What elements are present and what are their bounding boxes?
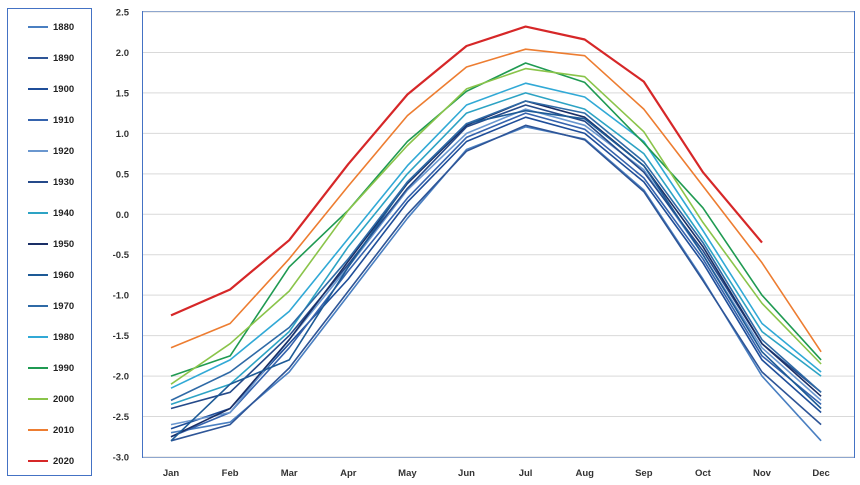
legend-item-2020: 2020 (28, 455, 74, 467)
x-tick-label: Apr (340, 468, 357, 479)
y-tick-label: -0.5 (113, 250, 130, 261)
legend-item-1950: 1950 (28, 238, 74, 250)
legend-label: 1930 (53, 176, 75, 188)
legend-label: 1880 (53, 21, 75, 33)
legend-swatch (28, 181, 48, 183)
y-tick-label: 1.0 (116, 129, 129, 140)
series-line-1900 (170, 116, 822, 430)
series-line-1930 (170, 104, 822, 410)
legend-swatch (28, 57, 48, 59)
y-tick-label: 1.5 (116, 88, 130, 99)
legend-label: 2000 (53, 393, 75, 405)
x-tick-label: Nov (753, 468, 772, 479)
legend-swatch (28, 119, 48, 121)
legend-swatch (28, 305, 48, 307)
legend-swatch (28, 336, 48, 338)
legend-swatch (28, 212, 48, 214)
legend-swatch (28, 274, 48, 276)
y-tick-label: 0.0 (116, 210, 129, 221)
legend-label: 1960 (53, 269, 75, 281)
x-tick-label: Jan (163, 468, 180, 479)
x-tick-label: Feb (222, 468, 239, 479)
legend-item-1960: 1960 (28, 269, 74, 281)
series-line-1910 (170, 112, 822, 438)
series-line-1950 (170, 100, 822, 438)
legend-label: 1940 (53, 207, 75, 219)
legend-item-1910: 1910 (28, 114, 74, 126)
series-line-1920 (170, 108, 822, 426)
x-tick-label: Oct (695, 468, 712, 479)
legend-swatch (28, 398, 48, 400)
y-tick-label: 0.5 (116, 169, 130, 180)
x-tick-label: May (398, 468, 417, 479)
legend-swatch (28, 88, 48, 90)
series-line-2000 (170, 67, 822, 385)
legend-label: 2010 (53, 424, 75, 436)
y-tick-label: 2.5 (116, 8, 130, 19)
legend-swatch (28, 429, 48, 431)
x-tick-label: Jul (519, 468, 533, 479)
series-line-1970 (170, 100, 822, 402)
y-tick-label: -3.0 (113, 453, 129, 464)
legend-item-1900: 1900 (28, 83, 74, 95)
legend-label: 1900 (53, 83, 75, 95)
series-line-1960 (170, 109, 822, 442)
legend-label: 1990 (53, 362, 75, 374)
series-line-2020 (170, 25, 763, 317)
legend: 1880 1890 1900 1910 1920 1930 1940 1950 1960 1970… (7, 8, 92, 476)
legend-label: 2020 (53, 455, 75, 467)
legend-swatch (28, 460, 48, 462)
legend-swatch (28, 150, 48, 152)
x-tick-label: Aug (575, 468, 594, 479)
legend-label: 1920 (53, 145, 75, 157)
series-line-2010 (170, 48, 822, 353)
legend-item-1920: 1920 (28, 145, 74, 157)
y-tick-label: -2.0 (113, 372, 129, 383)
series-lines (170, 25, 822, 442)
y-tick-label: 2.0 (116, 48, 129, 59)
y-tick-label: -1.5 (113, 331, 130, 342)
legend-label: 1980 (53, 331, 75, 343)
series-line-1990 (170, 62, 822, 377)
legend-swatch (28, 243, 48, 245)
legend-label: 1950 (53, 238, 75, 250)
legend-item-1930: 1930 (28, 176, 74, 188)
legend-swatch (28, 367, 48, 369)
legend-swatch (28, 26, 48, 28)
legend-item-1980: 1980 (28, 331, 74, 343)
y-tick-label: -2.5 (113, 412, 130, 423)
legend-item-1970: 1970 (28, 300, 74, 312)
y-tick-label: -1.0 (113, 291, 129, 302)
series-line-1940 (170, 92, 822, 406)
x-axis-ticks: Jan Feb Mar Apr May Jun Jul Aug Sep Oct Nov Dec (163, 468, 830, 479)
series-line-1980 (170, 82, 822, 389)
x-tick-label: Dec (812, 468, 829, 479)
y-axis-ticks: 2.5 2.0 1.5 1.0 0.5 0.0 -0.5 -1.0 -1.5 -2.0 -2.5 -3… (113, 8, 130, 464)
x-tick-label: Mar (281, 468, 298, 479)
x-tick-label: Sep (635, 468, 653, 479)
legend-item-1880: 1880 (28, 21, 74, 33)
legend-item-1990: 1990 (28, 362, 74, 374)
legend-label: 1910 (53, 114, 75, 126)
legend-item-1890: 1890 (28, 52, 74, 64)
legend-label: 1970 (53, 300, 75, 312)
series-line-1890 (170, 124, 822, 442)
x-tick-label: Jun (458, 468, 475, 479)
legend-item-2000: 2000 (28, 393, 74, 405)
legend-item-2010: 2010 (28, 424, 74, 436)
legend-label: 1890 (53, 52, 75, 64)
legend-item-1940: 1940 (28, 207, 74, 219)
